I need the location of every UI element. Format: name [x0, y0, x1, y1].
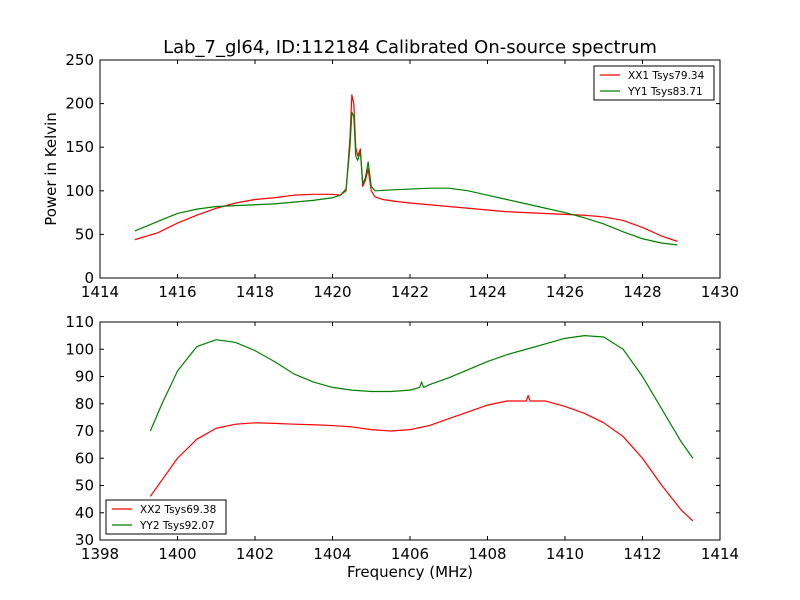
legend-label: XX2 Tsys69.38	[140, 504, 216, 516]
x-tick-label: 1406	[391, 545, 429, 563]
y-tick-label: 150	[65, 138, 94, 156]
y-tick-label: 80	[75, 395, 94, 413]
x-tick-label: 1426	[546, 283, 584, 301]
y-tick-label: 30	[75, 531, 94, 549]
y-tick-label: 250	[65, 51, 94, 69]
x-tick-label: 1412	[623, 545, 661, 563]
y-tick-label: 50	[75, 477, 94, 495]
x-tick-label: 1398	[81, 545, 119, 563]
x-tick-label: 1430	[701, 283, 739, 301]
series-line-2-2	[149, 335, 694, 459]
x-tick-label: 1404	[313, 545, 351, 563]
y-tick-label: 40	[75, 504, 94, 522]
y-tick-label: 60	[75, 449, 94, 467]
legend-label: YY1 Tsys83.71	[627, 86, 703, 98]
bottom-panel: 1398 1400 1402 1404 1406 1408 1410 1412 1414 30 40…	[65, 313, 739, 581]
x-axis-label: Frequency (MHz)	[347, 563, 473, 581]
y-tick-label: 100	[65, 340, 94, 358]
series-line-1-2	[134, 111, 678, 246]
y-tick-label: 70	[75, 422, 94, 440]
y-tick-label: 200	[65, 95, 94, 113]
y-tick-label: 100	[65, 182, 94, 200]
y-tick-label: 0	[84, 269, 94, 287]
legend-label: XX1 Tsys79.34	[628, 70, 705, 82]
series-line-1-1	[134, 94, 678, 242]
x-tick-label: 1416	[158, 283, 196, 301]
y-tick-label: 110	[65, 313, 94, 331]
y-tick-label: 90	[75, 368, 94, 386]
x-tick-label: 1400	[158, 545, 196, 563]
legend-box	[593, 65, 715, 101]
top-panel: 1414 1416 1418 1420 1422 1424 1426 1428 1430 0 50 1…	[42, 51, 739, 301]
x-tick-label: 1414	[81, 283, 119, 301]
x-tick-label: 1420	[313, 283, 351, 301]
y-tick-label: 50	[75, 225, 94, 243]
x-tick-label: 1424	[468, 283, 506, 301]
x-tick-label: 1428	[623, 283, 661, 301]
y-axis-label: Power in Kelvin	[42, 112, 60, 226]
x-tick-label: 1402	[236, 545, 274, 563]
x-tick-label: 1410	[546, 545, 584, 563]
legend-label: YY2 Tsys92.07	[139, 520, 215, 532]
series-line-2-1	[149, 394, 694, 522]
x-tick-label: 1418	[236, 283, 274, 301]
x-tick-label: 1408	[468, 545, 506, 563]
chart-title: Lab_7_gl64, ID:112184 Calibrated On-sour…	[163, 37, 657, 58]
x-tick-label: 1422	[391, 283, 429, 301]
x-tick-label: 1414	[701, 545, 739, 563]
legend-box	[105, 499, 227, 535]
